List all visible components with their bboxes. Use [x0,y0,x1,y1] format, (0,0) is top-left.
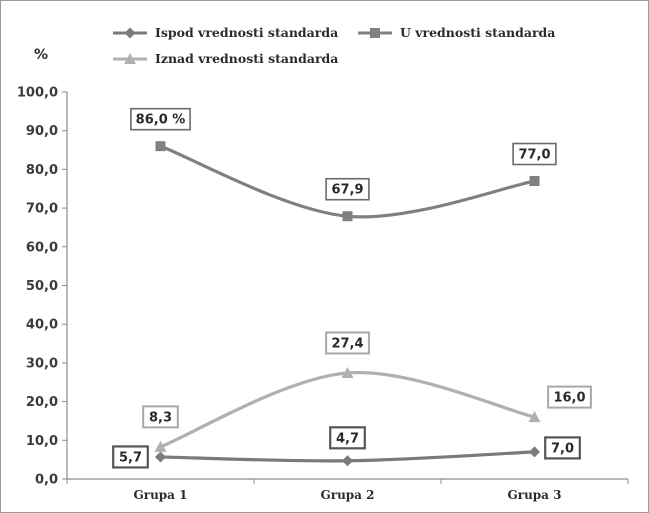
series-below-standard-marker [342,455,353,467]
y-tick-label: 80,0 [26,163,58,178]
data-label: 77,0 [518,148,550,163]
y-tick-label: 30,0 [26,356,58,371]
data-label-box [112,445,149,469]
data-label: 7,0 [551,441,574,456]
legend-swatch-marker [124,53,136,64]
y-tick-label: 60,0 [26,240,58,255]
data-label: 5,7 [119,450,142,465]
data-label: 27,4 [331,336,363,351]
series-at-standard-marker [529,176,540,187]
data-label-box [130,107,191,131]
data-labels-group: 5,7 4,7 7,0 86,0 % 67,9 77,0 8,3 27,4 16,0 [112,107,592,469]
data-label: 8,3 [149,410,172,425]
x-tick-label: Grupa 2 [321,488,375,502]
legend-swatch-marker [370,28,380,38]
legend-entry-label: Ispod vrednosti standarda [155,25,338,40]
legend-swatch-marker [124,27,136,39]
series-above-standard-marker [528,411,541,423]
axes-group: 0,0 10,0 20,0 30,0 40,0 50,0 60,0 70,0 80,0 90,0 1… [17,86,629,502]
y-tick-label: 10,0 [26,434,58,449]
data-label-box [325,331,370,355]
series-above-standard-marker [341,366,354,378]
y-tick-label: 0,0 [35,473,58,488]
data-label: 67,9 [331,183,363,198]
series-above-standard-marker [154,440,167,452]
data-label-box [325,177,370,201]
legend: Ispod vrednosti standarda U vrednosti sta… [113,25,555,66]
series-below-standard-marker [529,446,540,458]
y-tick-label: 100,0 [17,86,58,101]
legend-entry-label: Iznad vrednosti standarda [155,51,338,66]
y-tick-label: 90,0 [26,124,58,139]
x-tick-label: Grupa 1 [134,488,188,502]
y-tick-label: 70,0 [26,202,58,217]
series-group [154,141,541,467]
series-at-standard-marker [342,211,353,222]
y-tick-label: 20,0 [26,395,58,410]
data-label: 86,0 % [136,113,186,128]
data-label-box [544,436,581,460]
data-label: 16,0 [553,391,585,406]
series-at-standard-marker [155,141,166,152]
data-label-box [329,426,366,450]
data-label-box [142,405,179,429]
y-tick-label: 40,0 [26,318,58,333]
data-label: 4,7 [336,431,359,446]
y-axis-unit-label: % [34,47,48,63]
series-below-standard-marker [155,451,166,463]
data-label-box [512,142,557,166]
data-label-box [547,385,592,409]
legend-entry-label: U vrednosti standarda [400,25,555,40]
y-tick-label: 50,0 [26,279,58,294]
x-tick-label: Grupa 3 [508,488,562,502]
